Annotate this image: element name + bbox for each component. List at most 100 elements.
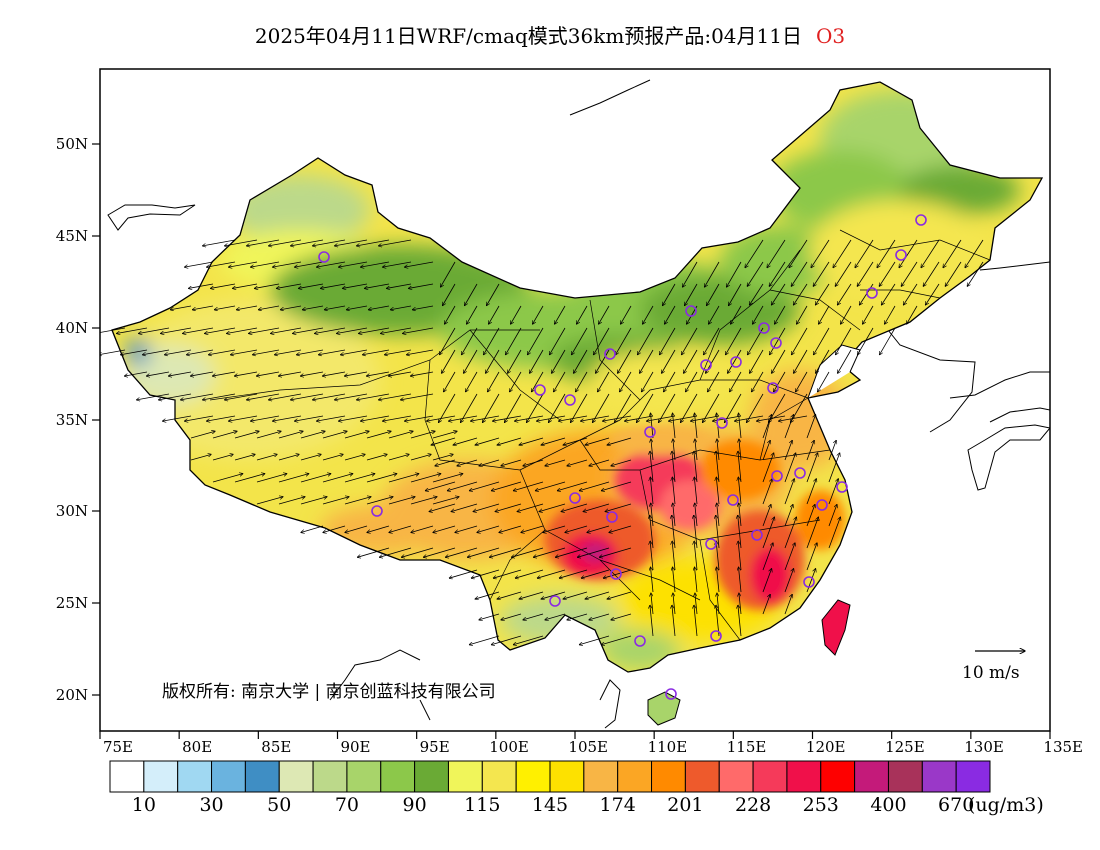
wind-arrow bbox=[162, 415, 192, 421]
station-marker bbox=[915, 214, 927, 226]
wind-arrow bbox=[774, 305, 786, 324]
wind-arrow bbox=[423, 547, 456, 557]
station-marker bbox=[770, 337, 782, 349]
wind-arrow bbox=[537, 569, 566, 578]
wind-arrow bbox=[475, 437, 500, 445]
wind-arrow bbox=[899, 239, 918, 268]
colorbar-value-label: 10 bbox=[132, 794, 156, 816]
wind-arrow bbox=[296, 349, 324, 355]
wind-arrow bbox=[662, 283, 676, 306]
wind-arrow bbox=[388, 454, 409, 461]
wind-arrow bbox=[611, 459, 632, 466]
wind-arrow bbox=[346, 305, 368, 310]
wind-arrow bbox=[410, 371, 434, 376]
wind-arrow bbox=[724, 393, 742, 423]
wind-arrow bbox=[580, 415, 610, 421]
wind-arrow bbox=[366, 431, 391, 439]
wind-arrow bbox=[384, 349, 412, 355]
title-species: O3 bbox=[815, 24, 846, 48]
wind-arrow bbox=[945, 261, 962, 286]
wind-arrow bbox=[535, 481, 566, 491]
wind-arrow bbox=[806, 569, 816, 593]
wind-arrow bbox=[513, 635, 544, 645]
wind-arrow bbox=[256, 497, 283, 505]
wind-arrow bbox=[767, 239, 786, 268]
wind-arrow bbox=[322, 431, 347, 439]
wind-arrow bbox=[499, 525, 522, 532]
hainan-island bbox=[647, 691, 681, 726]
wind-arrow bbox=[432, 474, 463, 483]
station-marker bbox=[604, 348, 616, 360]
wind-arrow bbox=[322, 371, 346, 376]
country-boundary bbox=[111, 81, 1044, 673]
wind-arrow bbox=[138, 327, 170, 333]
wind-arrow bbox=[879, 261, 896, 286]
wind-arrow bbox=[570, 393, 588, 423]
colorbar-value-label: 145 bbox=[532, 794, 568, 816]
wind-arrow bbox=[501, 613, 522, 620]
wind-arrow bbox=[256, 454, 277, 461]
wind-arrow bbox=[248, 327, 280, 333]
wind-arrow bbox=[489, 547, 522, 557]
wind-arrow bbox=[605, 503, 632, 512]
station-marker bbox=[569, 492, 581, 504]
wind-arrow bbox=[269, 393, 302, 400]
wind-arrow bbox=[294, 415, 324, 421]
wind-arrow bbox=[464, 283, 478, 306]
wind-arrow bbox=[479, 459, 500, 466]
wind-arrow bbox=[408, 283, 434, 288]
wind-arrow bbox=[455, 525, 478, 532]
wind-arrow bbox=[738, 541, 742, 571]
wind-arrow bbox=[269, 239, 302, 246]
wind-arrow bbox=[491, 635, 522, 645]
station-marker bbox=[665, 688, 677, 700]
province-boundaries bbox=[209, 229, 991, 641]
wind-arrow bbox=[793, 283, 808, 305]
colorbar-value-label: 228 bbox=[735, 794, 771, 816]
wind-arrow bbox=[879, 327, 896, 355]
colorbar-swatch bbox=[718, 760, 754, 793]
wind-arrow bbox=[366, 497, 393, 505]
wind-arrow bbox=[318, 349, 346, 355]
wind-arrow bbox=[514, 415, 544, 421]
wind-arrow bbox=[366, 474, 397, 483]
wind-arrow bbox=[234, 454, 255, 461]
wind-arrow bbox=[182, 327, 214, 333]
wind-arrow bbox=[877, 239, 896, 268]
colorbar-swatch bbox=[211, 760, 246, 793]
wind-arrow bbox=[726, 261, 742, 287]
wind-arrow bbox=[739, 593, 742, 615]
wind-arrow bbox=[336, 327, 368, 333]
wind-arrow bbox=[695, 593, 698, 615]
wind-arrow bbox=[278, 431, 303, 439]
wind-arrow bbox=[188, 283, 214, 288]
wind-arrow bbox=[515, 569, 544, 578]
wind-arrow bbox=[278, 371, 302, 376]
wind-arrow bbox=[301, 525, 324, 532]
wind-arrow bbox=[884, 305, 896, 324]
wind-arrow bbox=[116, 327, 148, 333]
wind-arrow bbox=[554, 305, 566, 324]
wind-arrow bbox=[593, 327, 610, 355]
wind-arrow bbox=[444, 305, 456, 324]
wind-arrow bbox=[642, 305, 654, 324]
wind-arrow bbox=[465, 371, 478, 392]
wind-arrow bbox=[190, 431, 215, 439]
lon-label: 90E bbox=[340, 738, 370, 756]
wind-arrow bbox=[313, 393, 346, 400]
station-marker bbox=[895, 249, 907, 261]
wind-arrow bbox=[650, 477, 654, 505]
wind-arrow bbox=[784, 440, 792, 461]
colorbar-swatch bbox=[786, 760, 822, 793]
wind-arrow bbox=[160, 327, 192, 333]
wind-arrow bbox=[673, 413, 676, 439]
wind-arrow bbox=[664, 305, 676, 324]
wind-arrow bbox=[762, 543, 773, 571]
wind-arrow bbox=[773, 371, 786, 392]
wind-arrow bbox=[828, 479, 838, 505]
taiwan-island bbox=[821, 599, 851, 656]
wind-arrow bbox=[146, 371, 170, 376]
wind-arrow bbox=[431, 437, 456, 445]
wind-arrow bbox=[708, 305, 720, 324]
wind-arrow bbox=[589, 459, 610, 466]
